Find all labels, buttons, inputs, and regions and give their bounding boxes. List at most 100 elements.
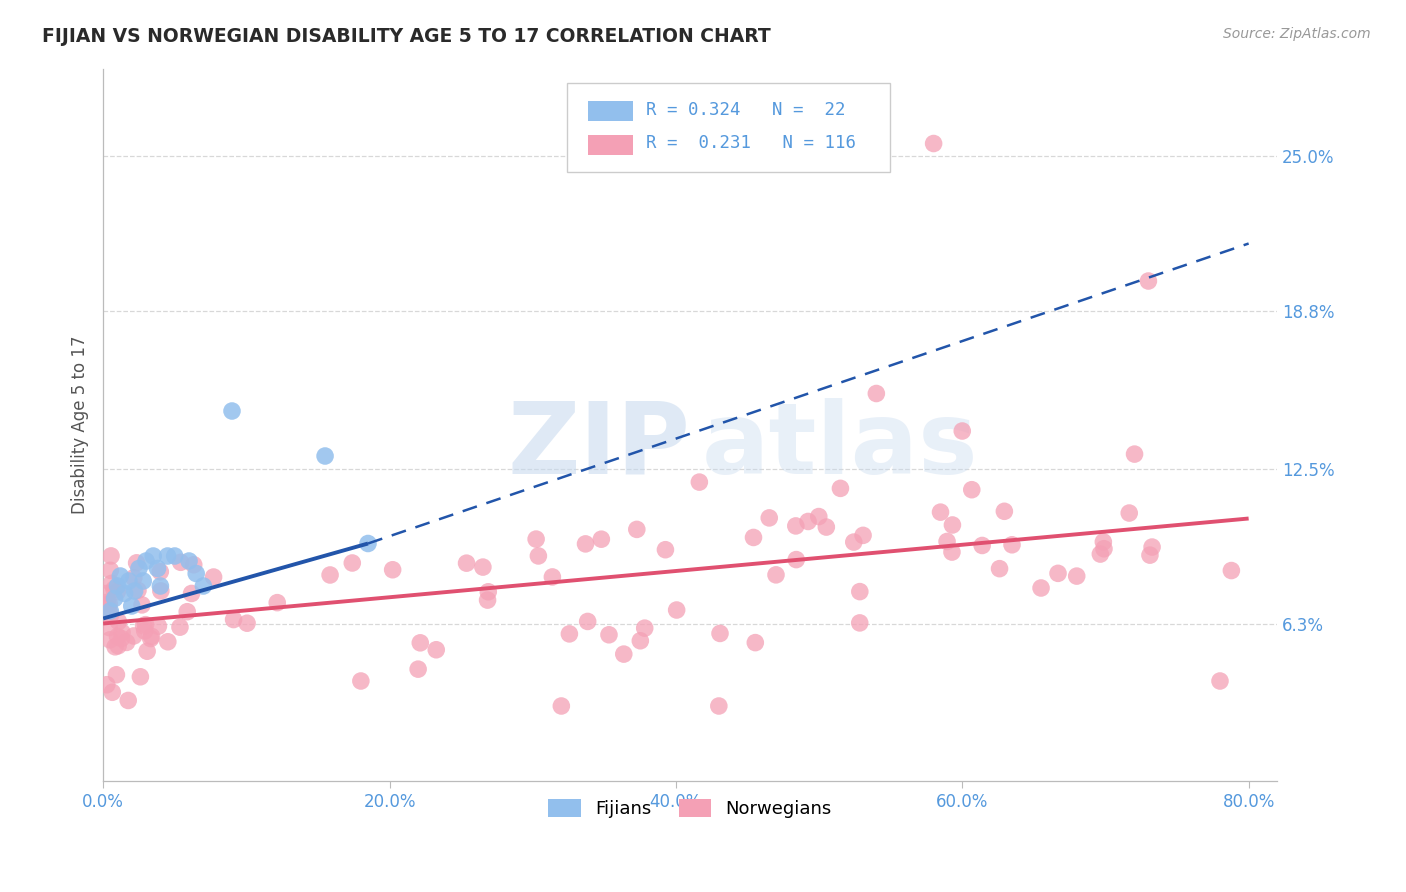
Point [101,685,124,699]
Point [1092,535,1115,549]
Point [122,571,145,585]
Point [654,542,676,557]
Point [236,616,259,631]
Point [141,629,163,643]
Point [960,483,983,497]
Point [148,619,170,633]
Point [665,603,688,617]
Point [988,562,1011,576]
Point [993,504,1015,518]
Point [688,475,710,489]
Point [314,449,336,463]
Text: Source: ZipAtlas.com: Source: ZipAtlas.com [1223,27,1371,41]
Point [132,574,155,588]
Point [742,531,765,545]
Point [107,579,129,593]
Point [98,604,121,618]
Point [477,584,499,599]
Point [1092,541,1115,556]
Point [558,627,581,641]
Point [1047,566,1070,581]
Point [936,534,959,549]
Point [785,552,807,566]
Point [193,579,215,593]
Point [550,698,572,713]
Point [634,621,657,635]
Point [121,599,143,613]
Text: R = 0.324   N =  22: R = 0.324 N = 22 [645,101,845,119]
Point [744,635,766,649]
Point [1066,569,1088,583]
Point [381,563,404,577]
Point [852,528,875,542]
Point [1090,547,1112,561]
Point [350,673,373,688]
Point [170,555,193,569]
Point [146,561,169,575]
Point [758,511,780,525]
FancyBboxPatch shape [588,102,633,121]
Point [477,593,499,607]
Point [815,520,838,534]
Point [127,583,149,598]
Point [96,678,118,692]
Point [132,619,155,633]
Point [842,535,865,549]
Point [177,554,200,568]
Point [149,583,172,598]
Point [950,424,973,438]
Point [105,667,128,681]
Point [122,629,145,643]
Point [524,532,547,546]
Point [142,549,165,563]
Point [98,620,121,634]
FancyBboxPatch shape [567,83,890,172]
Point [135,554,157,568]
Point [574,537,596,551]
Point [941,545,963,559]
Point [98,563,121,577]
Point [221,404,243,418]
Point [1118,506,1140,520]
Point [94,586,117,600]
Point [471,560,494,574]
Point [105,584,128,599]
Point [128,561,150,575]
Point [541,570,564,584]
Point [613,647,636,661]
Point [765,567,787,582]
Point [342,556,364,570]
Point [98,597,121,611]
Point [156,634,179,648]
Point [103,591,125,606]
Point [98,632,121,647]
Point [1209,673,1232,688]
Point [628,633,651,648]
Point [527,549,550,563]
Point [100,576,122,591]
Point [183,558,205,572]
Point [785,519,807,533]
Point [406,662,429,676]
Point [186,566,208,581]
Point [129,670,152,684]
Point [709,626,731,640]
Y-axis label: Disability Age 5 to 17: Disability Age 5 to 17 [72,335,89,514]
Point [1139,548,1161,562]
Point [1220,564,1243,578]
Point [707,698,730,713]
Point [202,570,225,584]
Point [118,574,141,588]
Point [149,565,172,579]
Point [1123,447,1146,461]
Point [104,640,127,654]
Point [96,595,118,609]
Point [576,615,599,629]
Point [357,536,380,550]
Point [107,615,129,629]
FancyBboxPatch shape [588,135,633,154]
Point [136,644,159,658]
Point [807,509,830,524]
Point [1137,274,1160,288]
Point [114,586,136,600]
